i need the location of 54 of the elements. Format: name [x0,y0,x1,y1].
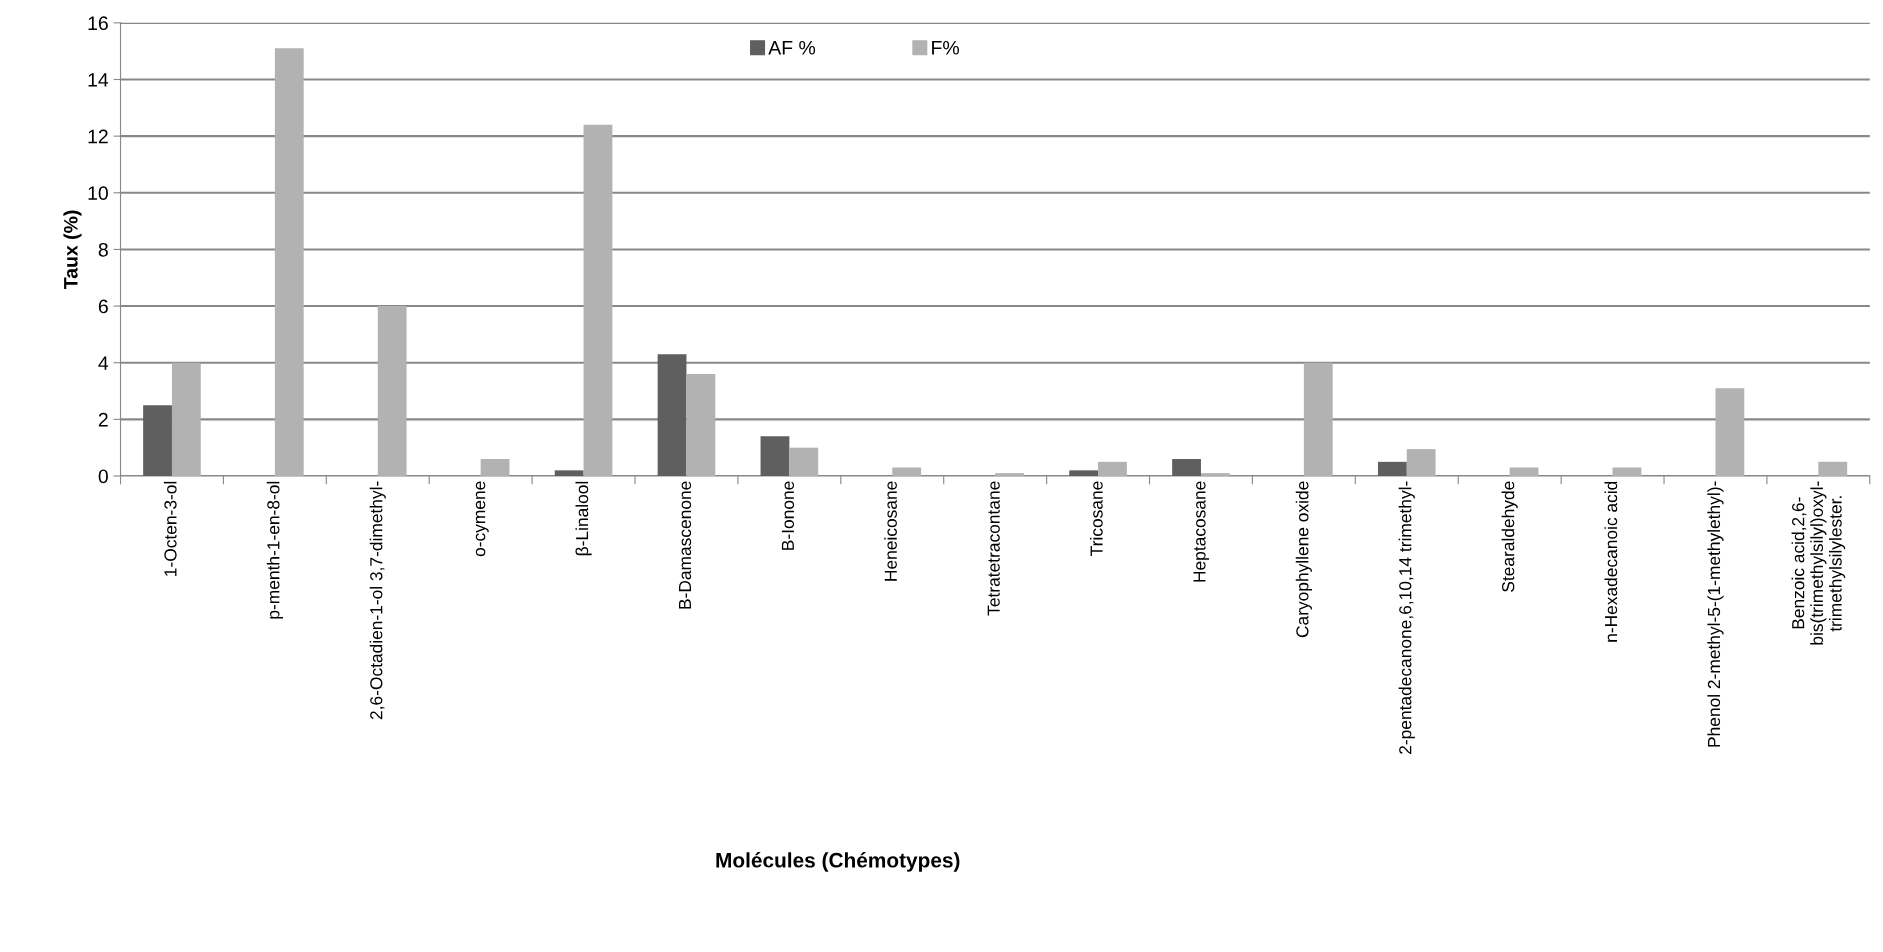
bar [480,459,510,476]
x-tick-label: 1-Octen-3-ol [163,481,177,576]
bar [995,473,1024,476]
x-tick-label: n-Hexadecanoic acid [1604,481,1618,642]
x-tick-label: β-Linalool [575,481,592,556]
y-tick-label: 2 [98,412,108,427]
bar [583,124,613,476]
x-axis-title: Molécules (Chémotypes) [716,852,960,872]
bar [1406,449,1436,476]
x-tick-label: o-cymene [475,481,489,557]
x-tick-label: B-Ionone [781,481,795,550]
bar [1303,362,1333,476]
y-tick-label: 0 [98,469,108,484]
bar [1172,459,1201,476]
bar [143,405,172,476]
x-tick-label: p-menth-1-en-8-ol [266,481,283,619]
y-tick-label: 4 [98,356,109,370]
bar [274,48,304,476]
x-tick-label: Stearaldehyde [1501,481,1518,592]
bar [171,362,201,476]
bar [789,447,819,476]
x-tick-label: B-Damascenone [679,481,692,609]
legend-label: F% [932,40,959,55]
bar [1612,467,1642,476]
bar [1715,388,1745,476]
bar [657,354,687,476]
y-axis-title: Taux (%) [63,210,82,289]
y-tick-label: 10 [88,186,108,201]
x-tick-label: 2,6-Octadien-1-ol 3,7-dimethyl- [369,481,386,720]
bar [377,306,407,476]
bar [760,436,790,476]
y-tick-label: 6 [98,299,108,314]
bar [1098,461,1127,476]
bar [892,467,922,476]
bar [1377,461,1407,476]
x-tick-label: Heptacosane [1193,481,1210,582]
bar [1069,470,1099,476]
bar [686,374,716,476]
x-tick-label: Phenol 2-methyl-5-(1-methylethyl)- [1707,481,1724,747]
x-tick-label: Benzoic acid,2,6- bis(trimethylsilyl)oxyl- trimethylsilylester. [1791,481,1846,645]
bar [1818,461,1848,476]
x-tick-label: Tricosane [1089,481,1103,556]
legend-label: AF % [768,40,816,55]
x-tick-label: 2-pentadecanone,6,10,14 trimethyl- [1398,481,1415,754]
bar [1509,467,1539,476]
y-tick-label: 8 [98,242,108,257]
y-tick-label: 12 [88,129,108,144]
x-tick-label: Heneicosane [884,481,897,581]
bar [554,470,584,476]
x-tick-label: Caryophyllene oxide [1295,481,1312,638]
y-tick-label: 16 [88,16,108,31]
x-tick-label: Tetratetracontane [987,481,1000,616]
bar [1200,473,1230,476]
y-tick-label: 14 [88,73,109,87]
